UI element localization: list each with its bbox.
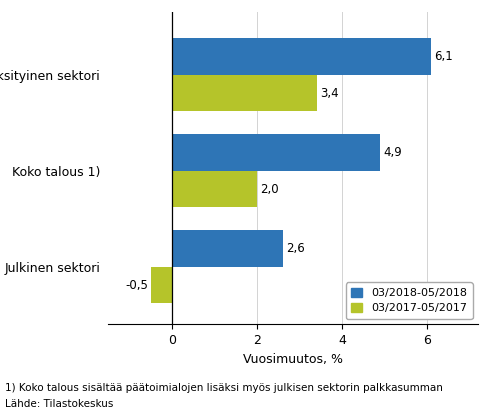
Bar [172,230,282,267]
Text: 4,9: 4,9 [384,146,402,159]
Legend: 03/2018-05/2018, 03/2017-05/2017: 03/2018-05/2018, 03/2017-05/2017 [346,282,473,319]
Bar [172,171,257,207]
Text: -0,5: -0,5 [125,279,148,292]
X-axis label: Vuosimuutos, %: Vuosimuutos, % [244,353,343,366]
Bar [172,75,317,111]
Text: 2,6: 2,6 [285,242,305,255]
Bar [172,134,381,171]
Bar [172,38,431,75]
Text: 6,1: 6,1 [434,50,453,63]
Text: 1) Koko talous sisältää päätoimialojen lisäksi myös julkisen sektorin palkkasumm: 1) Koko talous sisältää päätoimialojen l… [5,383,443,393]
Text: Lähde: Tilastokeskus: Lähde: Tilastokeskus [5,399,113,409]
Text: 2,0: 2,0 [260,183,279,196]
Bar [151,267,172,303]
Text: 3,4: 3,4 [319,87,338,99]
